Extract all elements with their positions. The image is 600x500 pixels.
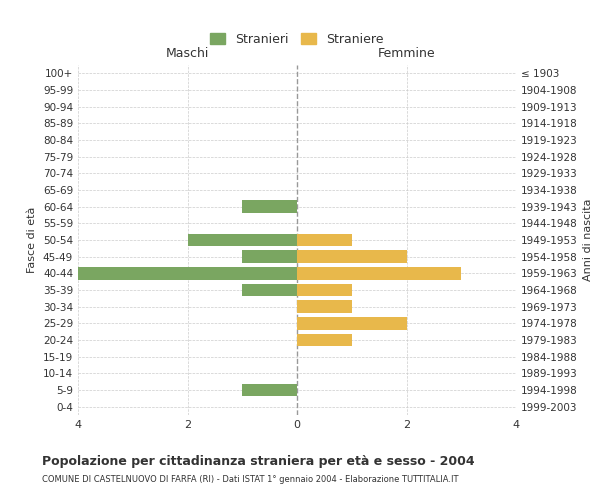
Y-axis label: Fasce di età: Fasce di età: [28, 207, 37, 273]
Bar: [242, 200, 297, 213]
Bar: [78, 267, 297, 280]
Bar: [297, 284, 352, 296]
Bar: [297, 234, 352, 246]
Bar: [242, 284, 297, 296]
Bar: [297, 300, 352, 313]
Bar: [187, 234, 297, 246]
Text: Femmine: Femmine: [377, 47, 436, 60]
Y-axis label: Anni di nascita: Anni di nascita: [583, 198, 593, 281]
Bar: [242, 384, 297, 396]
Text: Maschi: Maschi: [166, 47, 209, 60]
Bar: [297, 334, 352, 346]
Bar: [297, 250, 407, 263]
Text: COMUNE DI CASTELNUOVO DI FARFA (RI) - Dati ISTAT 1° gennaio 2004 - Elaborazione : COMUNE DI CASTELNUOVO DI FARFA (RI) - Da…: [42, 475, 458, 484]
Bar: [297, 317, 407, 330]
Legend: Stranieri, Straniere: Stranieri, Straniere: [206, 29, 388, 50]
Text: Popolazione per cittadinanza straniera per età e sesso - 2004: Popolazione per cittadinanza straniera p…: [42, 455, 475, 468]
Bar: [242, 250, 297, 263]
Bar: [297, 267, 461, 280]
